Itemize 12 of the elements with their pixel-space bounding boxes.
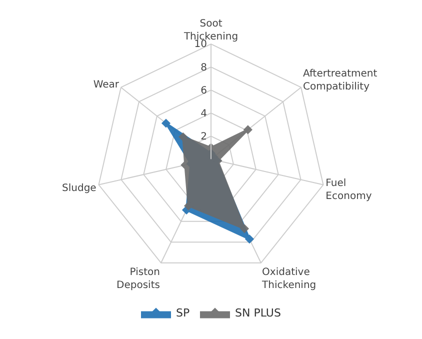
legend-label: SP [176, 306, 190, 320]
spoke-label: Wear [93, 79, 120, 90]
spoke-label: Oxidative Thickening [261, 267, 316, 292]
y-tick-label: 2 [200, 131, 207, 142]
spoke-label: Aftertreatment Compatibility [302, 68, 378, 93]
spoke-label: Piston Deposits [116, 267, 160, 292]
y-tick-label: 4 [200, 108, 207, 120]
spoke-label: Sludge [62, 182, 96, 194]
y-tick-label: 6 [200, 85, 207, 96]
legend-label: SN PLUS [234, 306, 281, 320]
y-tick-label: 8 [200, 62, 207, 74]
spoke-label: Fuel Economy [326, 178, 372, 202]
